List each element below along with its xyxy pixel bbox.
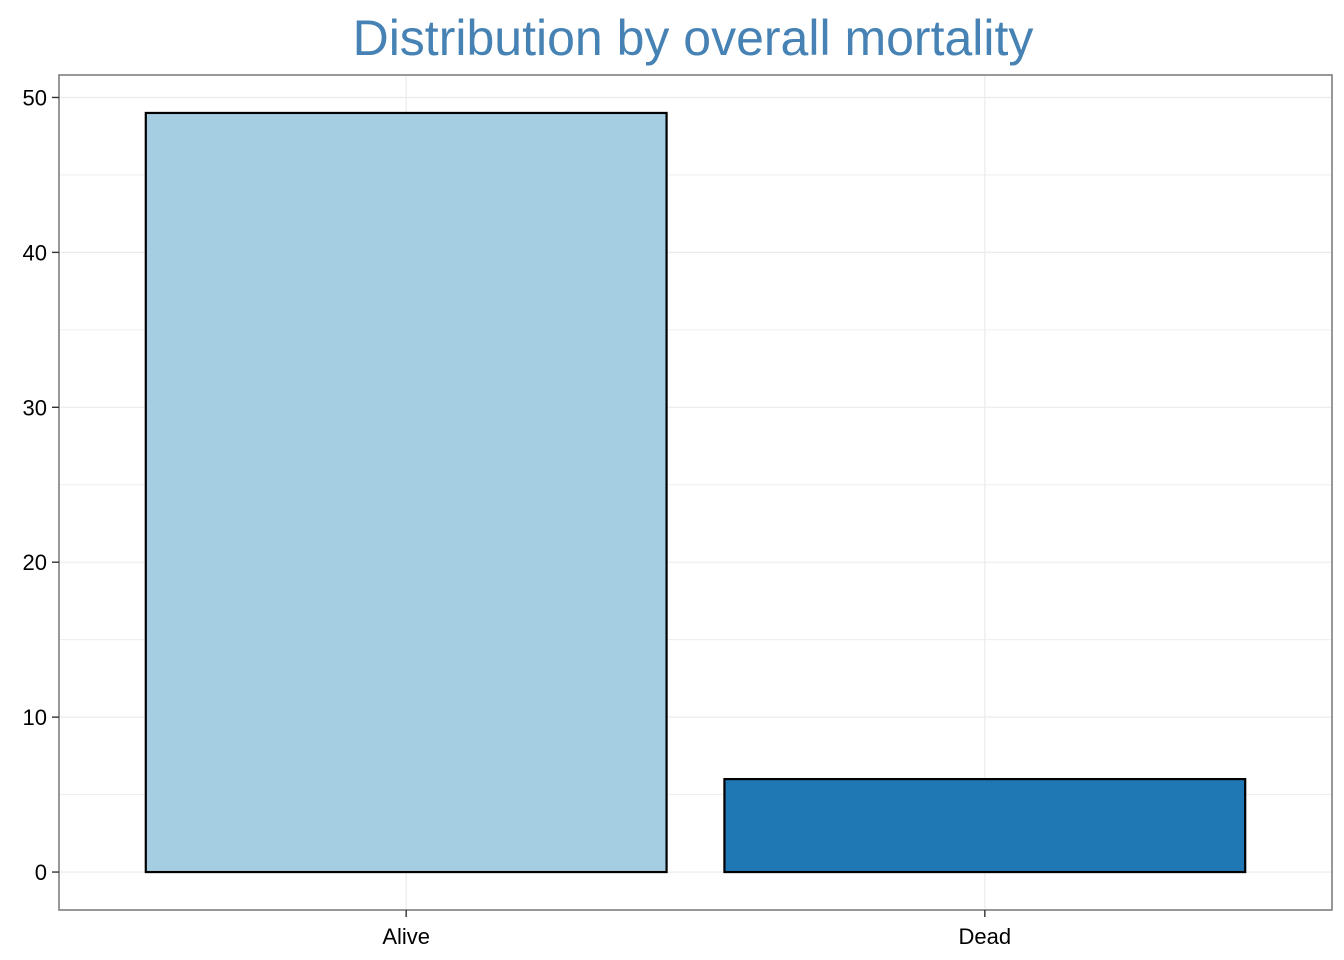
y-tick-label: 40 (23, 240, 47, 265)
y-tick-label: 0 (35, 860, 47, 885)
x-tick-label: Alive (382, 924, 430, 949)
bar-alive (144, 111, 668, 874)
bar-dead (723, 777, 1247, 874)
y-tick-label: 20 (23, 550, 47, 575)
y-tick-label: 10 (23, 705, 47, 730)
plot-panel-border (58, 74, 1333, 911)
y-tick-label: 50 (23, 85, 47, 110)
bars (144, 111, 1247, 874)
y-tick-label: 30 (23, 395, 47, 420)
x-tick-label: Dead (959, 924, 1012, 949)
chart-title: Distribution by overall mortality (353, 10, 1034, 66)
axes: 0 10 20 30 40 50 Alive Dead (23, 85, 1012, 949)
